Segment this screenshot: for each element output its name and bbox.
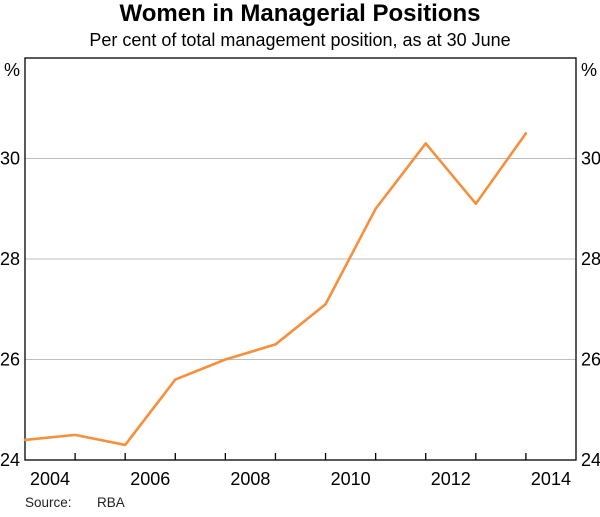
y-axis-label-left-30: 30 <box>0 149 20 169</box>
y-axis-label-left-24: 24 <box>0 450 20 470</box>
source-label: Source: <box>25 495 72 510</box>
x-axis-label-2008: 2008 <box>230 469 270 489</box>
y-axis-label-right-24: 24 <box>581 450 600 470</box>
y-axis-label-left-28: 28 <box>0 249 20 269</box>
y-axis-label-right-28: 28 <box>581 249 600 269</box>
y-axis-unit-left: % <box>4 60 20 80</box>
x-axis-label-2012: 2012 <box>431 469 471 489</box>
source-value: RBA <box>97 495 125 510</box>
series-line-women-managers <box>23 132 528 447</box>
y-axis-label-left-26: 26 <box>0 350 20 370</box>
x-axis-label-2014: 2014 <box>531 469 571 489</box>
plot-frame <box>24 57 577 461</box>
source-note: Source: RBA <box>25 495 125 510</box>
x-axis-label-2010: 2010 <box>331 469 371 489</box>
x-axis-label-2004: 2004 <box>30 469 70 489</box>
x-axis-label-2006: 2006 <box>130 469 170 489</box>
y-axis-label-right-26: 26 <box>581 350 600 370</box>
y-axis-label-right-30: 30 <box>581 149 600 169</box>
chart-subtitle: Per cent of total management position, a… <box>89 30 511 50</box>
chart-title: Women in Managerial Positions <box>119 0 481 27</box>
y-axis-unit-right: % <box>581 60 597 80</box>
